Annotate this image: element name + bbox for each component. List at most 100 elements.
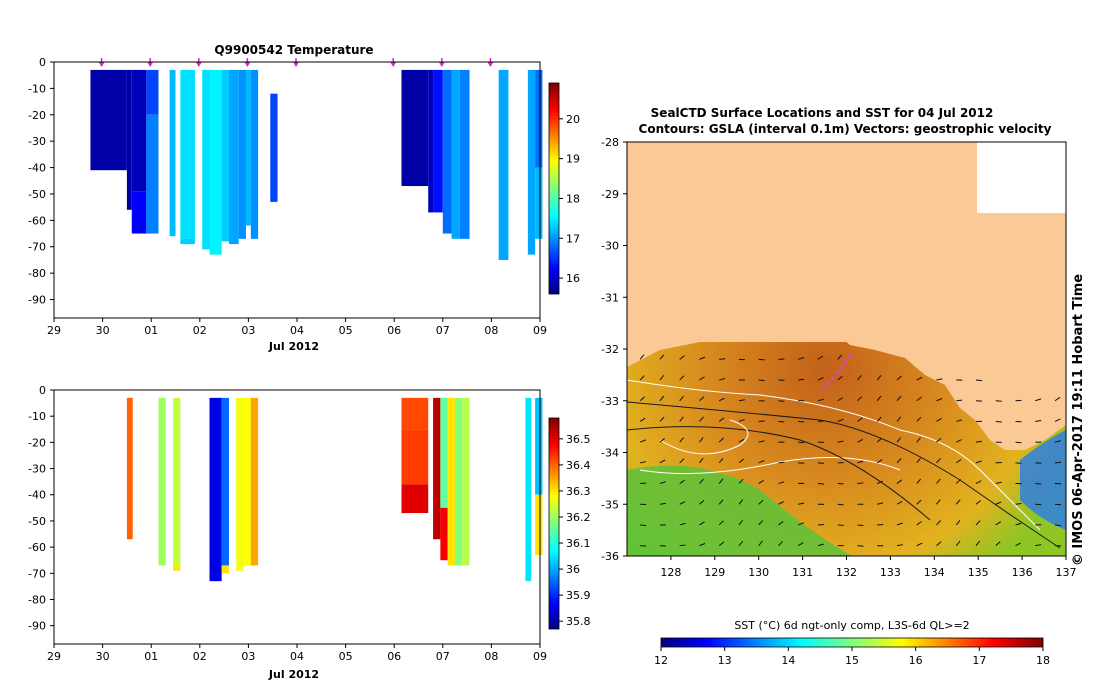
colorbar-tick-label: 36.3 — [566, 485, 591, 498]
velocity-vector — [916, 521, 922, 526]
lat-tick-label: -35 — [601, 498, 619, 511]
colorbar-tick-label: 35.8 — [566, 615, 591, 628]
velocity-vector — [857, 482, 864, 485]
profile-marker-head — [195, 62, 202, 67]
velocity-vector — [1015, 441, 1022, 444]
lon-tick-label: 134 — [924, 566, 945, 579]
map-lon-axis: 128 129 130 131 132 133 134 135 136 137 — [660, 556, 1077, 579]
velocity-vector — [659, 416, 665, 422]
velocity-vector — [738, 478, 744, 484]
salinity-profiles — [126, 397, 543, 582]
velocity-vector — [659, 354, 665, 360]
profile-cell — [447, 397, 455, 566]
x-tick-label: 07 — [436, 324, 450, 337]
salinity-y-axis: 0 -10 -20 -30 -40 -50 -60 -70 -80 -90 — [28, 384, 54, 633]
velocity-vector — [758, 520, 764, 526]
velocity-vector — [817, 355, 824, 360]
velocity-vector — [1054, 503, 1062, 506]
velocity-vector — [758, 358, 765, 361]
velocity-vector — [758, 499, 764, 505]
velocity-vector — [837, 354, 843, 360]
lat-tick-label: -29 — [601, 188, 619, 201]
velocity-vector — [640, 524, 647, 527]
temperature-y-axis: 0 -10 -20 -30 -40 -50 -60 -70 -80 -90 — [28, 56, 54, 307]
map-title: SealCTD Surface Locations and SST for 04… — [651, 106, 994, 120]
velocity-vector — [956, 439, 962, 443]
sst-colorbar-label: SST (°C) 6d ngt-only comp, L3S-6d QL>=2 — [734, 619, 969, 632]
profile-cell — [401, 429, 429, 485]
y-tick-label: -80 — [28, 593, 46, 606]
lon-tick-label: 130 — [748, 566, 769, 579]
velocity-vector — [679, 437, 684, 443]
velocity-vector — [699, 499, 705, 505]
velocity-vector — [639, 439, 646, 443]
temperature-xlabel: Jul 2012 — [268, 340, 319, 353]
velocity-vector — [699, 396, 705, 402]
x-tick-label: 03 — [241, 650, 255, 663]
colorbar-tick-label: 36.1 — [566, 537, 591, 550]
velocity-vector — [837, 397, 844, 402]
lon-tick-label: 128 — [660, 566, 681, 579]
colorbar-tick-label: 36.5 — [566, 433, 591, 446]
velocity-vector — [679, 375, 685, 381]
profile-cell — [169, 69, 176, 237]
x-tick-label: 06 — [387, 650, 401, 663]
profile-cell — [146, 114, 159, 234]
velocity-vector — [877, 502, 884, 505]
velocity-vector — [975, 460, 982, 464]
profile-cell — [535, 397, 543, 495]
lon-tick-label: 136 — [1012, 566, 1033, 579]
profile-marker-head — [438, 62, 445, 67]
x-tick-label: 29 — [47, 324, 61, 337]
profile-cell — [221, 397, 229, 566]
velocity-vector — [798, 441, 805, 444]
velocity-vector — [936, 499, 941, 505]
lon-tick-label: 131 — [792, 566, 813, 579]
y-tick-label: -20 — [28, 436, 46, 449]
velocity-vector — [718, 520, 724, 526]
velocity-vector — [1035, 483, 1042, 485]
velocity-vector — [718, 478, 724, 484]
map-no-data-corner — [977, 142, 1066, 213]
velocity-vector — [916, 416, 922, 422]
velocity-vector — [758, 460, 765, 464]
velocity-vector — [699, 521, 705, 526]
colorbar-tick-label: 17 — [566, 232, 580, 245]
profile-cell — [238, 69, 246, 239]
velocity-vector — [956, 399, 963, 402]
sst-colorbar-tick-label: 12 — [654, 654, 668, 667]
salinity-colorbar-ticks: 35.8 35.9 36 36.1 36.2 36.3 36.4 36.5 — [559, 433, 591, 628]
geostrophic-vectors — [639, 354, 1062, 547]
profile-marker-head — [293, 62, 299, 67]
profile-cell — [209, 69, 222, 255]
velocity-vector — [896, 437, 902, 443]
temperature-colorbar — [548, 82, 560, 295]
sst-colorbar-ticks: 12 13 14 15 16 17 18 — [654, 647, 1050, 667]
velocity-vector — [936, 520, 941, 526]
profile-marker-head — [487, 62, 494, 67]
velocity-vector — [778, 461, 785, 464]
lon-tick-label: 133 — [880, 566, 901, 579]
velocity-vector — [679, 501, 686, 505]
velocity-vector — [1015, 542, 1022, 547]
salinity-panel: 0 -10 -20 -30 -40 -50 -60 -70 -80 -90 29 30 01 02 03 0… — [28, 384, 590, 681]
profile-cell — [401, 484, 429, 514]
velocity-vector — [896, 458, 902, 464]
y-tick-label: 0 — [39, 56, 46, 69]
velocity-vector — [679, 355, 685, 360]
velocity-vector — [955, 519, 961, 526]
velocity-vector — [719, 377, 726, 381]
velocity-vector — [955, 499, 961, 505]
colorbar-tick-label: 36.2 — [566, 511, 591, 524]
velocity-vector — [778, 400, 785, 402]
y-tick-label: -70 — [28, 567, 46, 580]
profile-cell — [126, 69, 132, 210]
lat-tick-label: -31 — [601, 291, 619, 304]
seal-track — [819, 353, 852, 394]
profile-cell — [173, 397, 181, 566]
velocity-vector — [896, 522, 903, 526]
lon-tick-label: 137 — [1056, 566, 1077, 579]
velocity-vector — [679, 522, 686, 526]
velocity-vector — [936, 417, 942, 422]
